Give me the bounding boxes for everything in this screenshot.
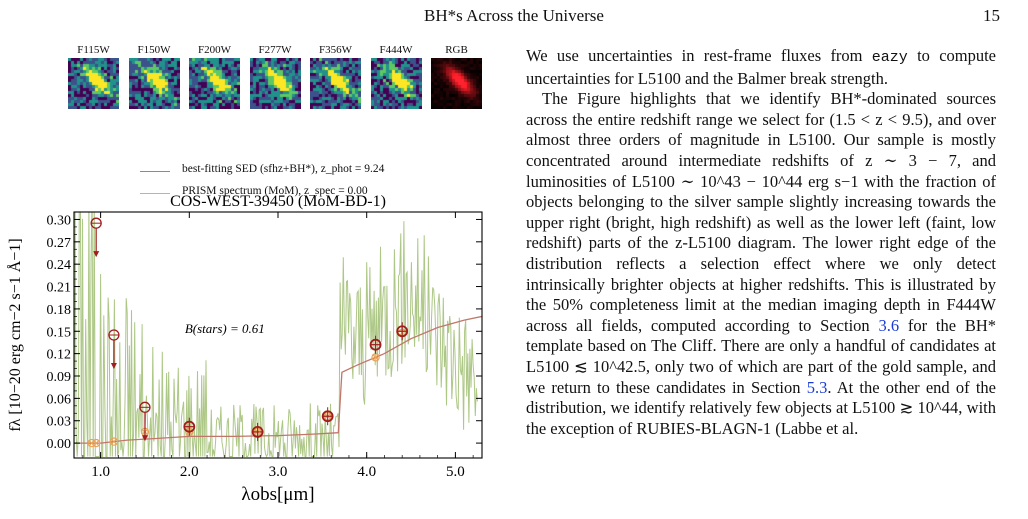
section-link-5-3[interactable]: 5.3 (806, 377, 828, 397)
stamp-f356w: F356W (310, 44, 361, 114)
p1-text-b: to compute uncertainties for L5100 and t… (526, 46, 997, 88)
stamp-f277w: F277W (249, 44, 301, 114)
annotation-bstars: B(stars) = 0.61 (185, 321, 265, 336)
x-tick-label: 2.0 (180, 464, 199, 480)
stamp-image (68, 58, 119, 109)
legend-item-sed: best-fitting SED (sfhz+BH*), z_phot = 9.… (140, 163, 500, 181)
running-title: BH*s Across the Universe (424, 6, 604, 25)
y-tick-label: 0.06 (47, 392, 72, 407)
model-photometry-cross (110, 438, 118, 445)
paragraph-2: The Figure highlights that we identify B… (526, 89, 996, 439)
y-tick-label: 0.27 (47, 236, 72, 251)
x-tick-label: 1.0 (91, 464, 110, 480)
paragraph-1: We use uncertainties in rest-frame fluxe… (526, 46, 996, 89)
legend-swatch-prism (140, 193, 170, 194)
p1-code: eazy (871, 49, 908, 66)
body-text: We use uncertainties in rest-frame fluxe… (526, 46, 996, 439)
stamp-label: F277W (258, 44, 292, 56)
page-number: 15 (983, 6, 1000, 25)
y-tick-label: 0.15 (47, 325, 72, 340)
y-tick-label: 0.09 (47, 370, 72, 385)
x-axis-label: λobs[μm] (241, 484, 314, 505)
stamp-image (128, 58, 180, 109)
stamp-label: RGB (445, 44, 468, 56)
stamp-f150w: F150W (128, 44, 180, 114)
upper-limit-arrowhead (93, 251, 100, 258)
stamp-rgb: RGB (431, 44, 482, 114)
x-tick-label: 5.0 (446, 464, 465, 480)
stamp-image (189, 58, 240, 109)
legend-label-sed: best-fitting SED (sfhz+BH*), z_phot = 9.… (182, 163, 385, 175)
x-tick-label: 4.0 (357, 464, 376, 480)
y-tick-label: 0.12 (47, 348, 72, 363)
stamp-label: F200W (198, 44, 231, 56)
stamp-f200w: F200W (189, 44, 240, 114)
stamp-label: F356W (319, 44, 352, 56)
chart-title: COS-WEST-39450 (MoM-BD-1) (170, 193, 386, 210)
section-link-3-6[interactable]: 3.6 (878, 315, 900, 335)
model-photometry-cross (92, 439, 100, 447)
prism-spectrum-line (74, 212, 478, 458)
legend-item-prism: PRISM spectrum (MoM), z_spec = 0.00 (140, 185, 500, 203)
sed-model-line (74, 315, 482, 444)
y-tick-label: 0.21 (47, 281, 72, 296)
upper-limit-arrowhead (110, 363, 117, 369)
running-head: BH*s Across the Universe 15 (0, 4, 1028, 30)
model-photometry-point (91, 438, 101, 448)
sed-chart-svg: COS-WEST-39450 (MoM-BD-1) B(stars) = 0.61… (6, 193, 483, 505)
y-tick-label: 0.00 (47, 437, 72, 452)
stamp-f115w: F115W (68, 44, 119, 114)
x-tick-label: 3.0 (269, 464, 288, 480)
model-photometry-cross (372, 353, 379, 361)
model-photometry-point (109, 437, 119, 446)
y-tick-label: 0.18 (47, 303, 72, 318)
y-tick-label: 0.24 (47, 258, 72, 273)
p2-text-c: . At the other end of the distribution, … (526, 377, 996, 438)
p2-text-a: The Figure highlights that we identify B… (526, 89, 996, 335)
stamp-label: F150W (137, 44, 171, 56)
stamp-image (431, 58, 482, 109)
sed-chart: COS-WEST-39450 (MoM-BD-1) B(stars) = 0.61… (0, 190, 500, 514)
model-photometry-point (371, 353, 380, 362)
p2-text-b: for the BH* template based on The Cliff.… (526, 315, 996, 397)
stamp-label: F444W (379, 44, 413, 56)
stamp-image (249, 58, 301, 109)
y-tick-label: 0.30 (47, 213, 72, 228)
model-photometry-point (87, 438, 96, 448)
stamp-label: F115W (77, 44, 110, 56)
y-axis-label: fλ [10−20 erg cm−2 s−1 Å−1] (6, 238, 24, 431)
stamp-image (310, 58, 361, 109)
legend-label-prism: PRISM spectrum (MoM), z_spec = 0.00 (182, 185, 368, 197)
legend-swatch-sed (140, 171, 170, 172)
stamp-image (370, 58, 422, 109)
p1-text-a: We use uncertainties in rest-frame fluxe… (526, 46, 872, 65)
y-tick-label: 0.03 (47, 415, 72, 430)
stamp-f444w: F444W (370, 44, 422, 114)
upper-limit-arrowhead (141, 435, 148, 442)
